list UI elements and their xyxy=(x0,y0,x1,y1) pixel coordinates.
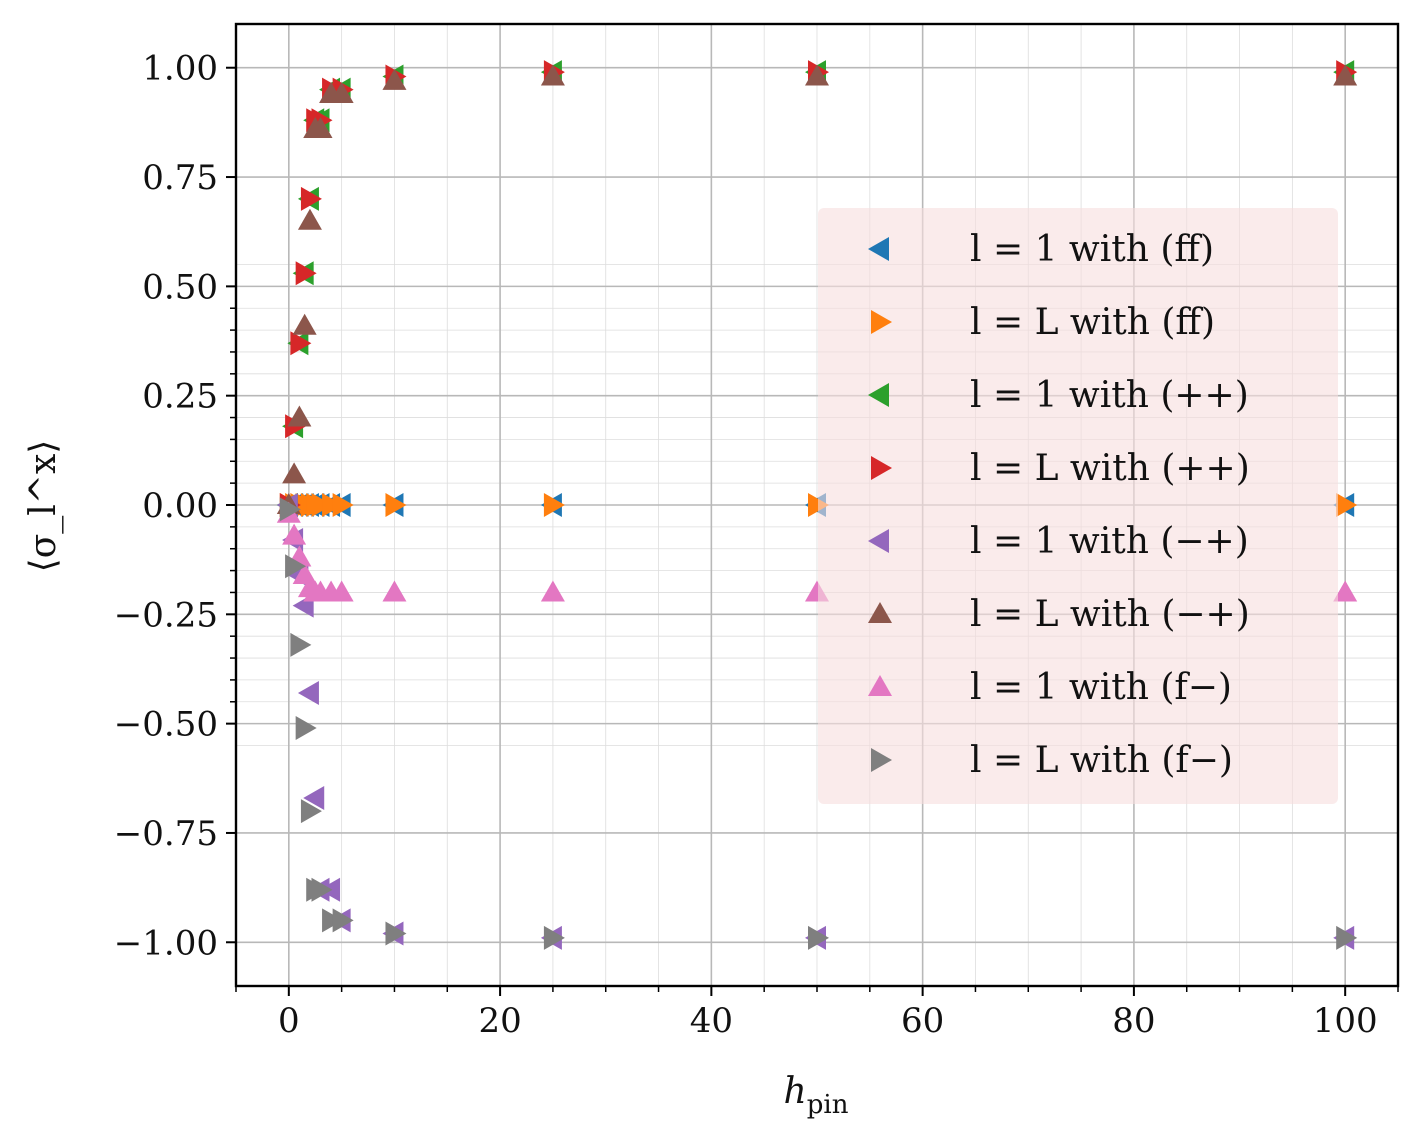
point-series-6 xyxy=(287,405,312,427)
legend-marker-4 xyxy=(871,456,892,480)
point-series-4 xyxy=(290,331,312,356)
legend-label-7: l = 1 with (f−) xyxy=(970,667,1232,708)
y-tick-label: −0.25 xyxy=(114,595,218,635)
point-series-8 xyxy=(311,877,333,902)
point-series-8 xyxy=(295,716,317,741)
point-series-8 xyxy=(332,908,354,933)
point-series-2 xyxy=(543,493,565,517)
point-series-4 xyxy=(300,186,322,211)
legend-marker-6 xyxy=(868,602,892,623)
y-tick-label: 0.00 xyxy=(142,486,218,526)
point-series-2 xyxy=(311,493,333,517)
point-series-8 xyxy=(385,921,407,946)
legend-marker-3 xyxy=(868,383,889,407)
legend-label-3: l = 1 with (++) xyxy=(970,375,1249,416)
point-series-2 xyxy=(322,493,344,517)
y-tick-label: −0.75 xyxy=(114,814,218,854)
point-series-5 xyxy=(297,681,319,706)
y-tick-label: 0.75 xyxy=(142,158,218,198)
x-tick-label: 0 xyxy=(278,1001,300,1041)
point-series-8 xyxy=(808,925,829,950)
point-series-6 xyxy=(297,208,322,230)
point-series-7 xyxy=(382,580,407,602)
x-tick-label: 20 xyxy=(478,1001,521,1041)
point-series-7 xyxy=(329,580,354,602)
point-series-4 xyxy=(295,261,317,286)
legend-marker-1 xyxy=(868,237,889,261)
point-series-6 xyxy=(540,64,565,86)
point-series-8 xyxy=(285,554,307,579)
x-tick-label: 80 xyxy=(1112,1001,1155,1041)
y-tick-label: 0.25 xyxy=(142,377,218,417)
data-points xyxy=(276,60,1358,950)
point-series-6 xyxy=(308,116,333,138)
point-series-8 xyxy=(290,632,312,657)
tick-marks xyxy=(226,66,1399,996)
point-series-7 xyxy=(282,523,307,545)
point-series-6 xyxy=(382,68,407,90)
point-series-7 xyxy=(540,580,565,602)
point-series-8 xyxy=(322,908,344,933)
y-tick-label: −0.50 xyxy=(114,705,218,745)
legend-label-6: l = L with (−+) xyxy=(970,594,1250,635)
x-tick-label: 100 xyxy=(1313,1001,1378,1041)
y-tick-label: −1.00 xyxy=(114,923,218,963)
x-axis-label: hpin xyxy=(784,1071,849,1120)
point-series-2 xyxy=(1336,493,1358,517)
point-series-6 xyxy=(1333,64,1358,86)
x-tick-label: 60 xyxy=(901,1001,944,1041)
legend-label-1: l = 1 with (ff) xyxy=(970,229,1214,270)
point-series-8 xyxy=(543,925,565,950)
x-axis-label-subscript: pin xyxy=(807,1090,849,1120)
x-tick-label: 40 xyxy=(690,1001,733,1041)
legend-label-2: l = L with (ff) xyxy=(970,302,1215,343)
legend-marker-2 xyxy=(871,310,892,334)
point-series-2 xyxy=(385,493,407,517)
legend-marker-5 xyxy=(868,529,889,553)
point-series-6 xyxy=(329,81,354,103)
point-series-8 xyxy=(279,497,301,522)
point-series-6 xyxy=(292,313,317,335)
legend-marker-8 xyxy=(871,748,892,772)
legend-label-4: l = L with (++) xyxy=(970,448,1250,489)
y-axis-label: ⟨σ_l^x⟩ xyxy=(23,440,64,573)
y-tick-label: 1.00 xyxy=(142,49,218,89)
legend-label-8: l = L with (f−) xyxy=(970,740,1233,781)
legend-marker-7 xyxy=(868,675,892,696)
point-series-8 xyxy=(1336,925,1358,950)
legend-label-5: l = 1 with (−+) xyxy=(970,521,1249,562)
point-series-6 xyxy=(282,462,307,484)
tick-labels: 0 20 40 60 80 100 1.00 0.75 0.50 0.25 0.00 −0.25 −0.… xyxy=(114,49,1378,1041)
point-series-5 xyxy=(303,785,325,810)
legend-background xyxy=(818,208,1338,804)
y-tick-label: 0.50 xyxy=(142,267,218,307)
point-series-7 xyxy=(1333,580,1358,602)
point-series-6 xyxy=(805,64,829,86)
point-series-8 xyxy=(300,799,322,824)
legend: l = 1 with (ff) l = L with (ff) l = 1 with… xyxy=(818,208,1338,804)
x-axis-label-main: h xyxy=(784,1071,807,1112)
point-series-2 xyxy=(332,493,354,517)
